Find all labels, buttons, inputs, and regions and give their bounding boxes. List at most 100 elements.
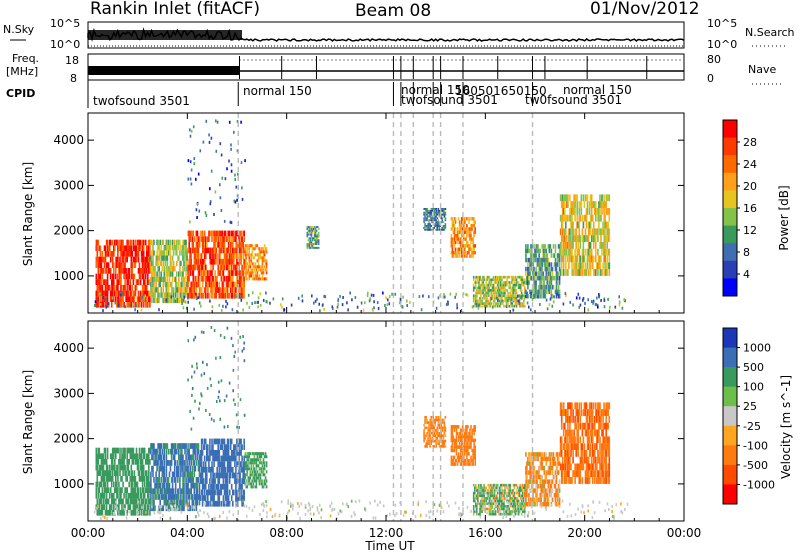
echo-cell bbox=[438, 434, 441, 438]
echo-cell bbox=[456, 230, 459, 234]
echo-cell bbox=[532, 271, 534, 276]
ground-scatter-cell bbox=[623, 298, 625, 302]
echo-cell bbox=[424, 223, 426, 225]
echo-cell bbox=[223, 275, 226, 282]
echo-cell bbox=[258, 253, 261, 257]
echo-cell bbox=[193, 494, 196, 500]
sparse-echo-cell bbox=[220, 153, 223, 157]
echo-cell bbox=[98, 262, 101, 268]
echo-cell bbox=[589, 201, 592, 208]
echo-cell bbox=[261, 482, 264, 486]
echo-cell bbox=[113, 251, 115, 257]
echo-cell bbox=[553, 262, 556, 267]
echo-cell bbox=[249, 476, 252, 480]
echo-cell bbox=[115, 290, 117, 297]
echo-cell bbox=[259, 455, 262, 459]
echo-cell bbox=[492, 286, 495, 290]
ground-scatter-cell bbox=[592, 301, 594, 305]
echo-cell bbox=[439, 426, 442, 430]
ground-scatter-cell bbox=[582, 297, 585, 300]
echo-cell bbox=[224, 483, 227, 490]
sparse-echo-cell bbox=[230, 147, 232, 151]
echo-cell bbox=[210, 450, 212, 456]
echo-cell bbox=[312, 237, 315, 240]
echo-cell bbox=[198, 465, 201, 472]
echo-cell bbox=[183, 266, 185, 272]
echo-cell bbox=[541, 284, 543, 290]
echo-cell bbox=[201, 483, 204, 490]
echo-cell bbox=[140, 256, 143, 263]
echo-cell bbox=[550, 262, 553, 267]
echo-cell bbox=[194, 253, 197, 259]
echo-cell bbox=[99, 464, 102, 471]
echo-cell bbox=[229, 287, 232, 293]
echo-cell bbox=[221, 287, 224, 293]
ground-scatter-cell bbox=[373, 300, 375, 304]
echo-cell bbox=[140, 296, 143, 302]
echo-cell bbox=[187, 275, 189, 282]
echo-cell bbox=[487, 302, 490, 305]
echo-cell bbox=[539, 248, 541, 254]
echo-cell bbox=[253, 265, 256, 269]
echo-cell bbox=[142, 470, 145, 476]
echo-cell bbox=[547, 257, 550, 263]
echo-cell bbox=[232, 236, 234, 242]
ground-scatter-cell bbox=[301, 299, 304, 303]
echo-cell bbox=[155, 454, 157, 461]
echo-cell bbox=[444, 211, 447, 214]
echo-cell bbox=[491, 494, 494, 498]
echo-cell bbox=[174, 488, 177, 495]
echo-cell bbox=[263, 277, 266, 281]
ground-scatter-cell bbox=[342, 296, 344, 299]
ground-scatter-cell bbox=[545, 298, 548, 302]
echo-cell bbox=[600, 228, 602, 236]
echo-cell bbox=[571, 208, 573, 215]
echo-cell bbox=[247, 452, 250, 456]
echo-cell bbox=[190, 287, 192, 293]
echo-cell bbox=[504, 281, 506, 284]
echo-cell bbox=[508, 286, 510, 290]
echo-cell bbox=[245, 253, 248, 257]
echo-cell bbox=[583, 255, 586, 263]
echo-cell bbox=[226, 483, 229, 490]
echo-cell bbox=[98, 453, 101, 460]
echo-cell bbox=[429, 213, 431, 216]
echo-cell bbox=[573, 235, 575, 242]
echo-cell bbox=[257, 479, 260, 483]
echo-cell bbox=[225, 455, 228, 462]
echo-cell bbox=[161, 255, 164, 261]
echo-cell bbox=[144, 296, 147, 302]
echo-cell bbox=[120, 296, 122, 302]
echo-cell bbox=[482, 494, 484, 498]
echo-cell bbox=[517, 286, 520, 290]
echo-cell bbox=[479, 494, 481, 498]
echo-cell bbox=[246, 473, 249, 477]
echo-cell bbox=[119, 470, 121, 476]
echo-cell bbox=[250, 253, 253, 257]
echo-cell bbox=[572, 201, 574, 208]
echo-cell bbox=[166, 460, 169, 466]
echo-cell bbox=[193, 448, 196, 455]
echo-cell bbox=[149, 301, 151, 308]
echo-cell bbox=[144, 284, 147, 291]
echo-cell bbox=[118, 279, 120, 285]
echo-cell bbox=[181, 276, 183, 282]
echo-cell bbox=[545, 266, 548, 272]
echo-cell bbox=[435, 445, 437, 448]
echo-cell bbox=[192, 477, 195, 483]
echo-cell bbox=[430, 439, 432, 443]
echo-cell bbox=[433, 421, 435, 424]
echo-cell bbox=[243, 236, 245, 242]
echo-cell bbox=[149, 447, 151, 454]
echo-cell bbox=[572, 221, 574, 229]
echo-cell bbox=[463, 448, 465, 453]
echo-cell bbox=[607, 208, 609, 215]
echo-cell bbox=[140, 459, 143, 465]
echo-cell bbox=[508, 283, 510, 287]
ground-scatter-cell bbox=[128, 303, 131, 307]
echo-cell bbox=[583, 214, 586, 222]
echo-cell bbox=[151, 266, 153, 272]
echo-cell bbox=[453, 448, 456, 453]
echo-cell bbox=[241, 466, 243, 473]
echo-cell bbox=[426, 211, 428, 214]
